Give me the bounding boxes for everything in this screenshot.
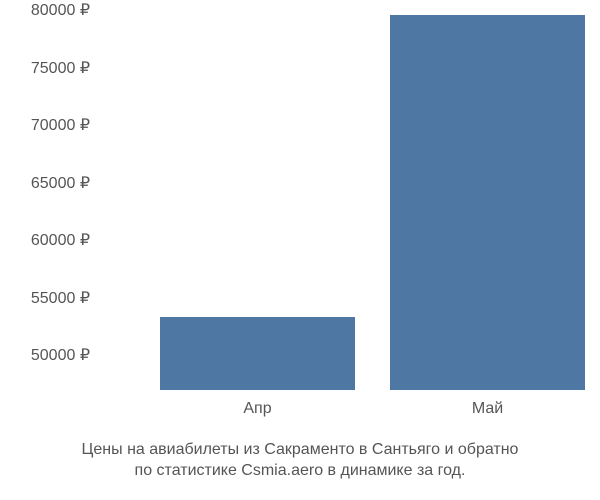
y-axis: 50000 ₽ 55000 ₽ 60000 ₽ 65000 ₽ 70000 ₽ 75000… [0, 10, 100, 430]
y-tick-label: 75000 ₽ [31, 58, 90, 78]
y-tick-label: 65000 ₽ [31, 173, 90, 193]
y-tick-label: 60000 ₽ [31, 230, 90, 250]
y-tick-label: 55000 ₽ [31, 288, 90, 308]
y-tick-label: 80000 ₽ [31, 0, 90, 20]
plot-area [100, 10, 590, 390]
x-axis: Апр Май [100, 395, 590, 425]
x-tick-label: Апр [243, 400, 271, 418]
y-tick-label: 50000 ₽ [31, 345, 90, 365]
caption-line-2: по статистике Csmia.aero в динамике за г… [0, 460, 600, 482]
bar [390, 15, 585, 390]
y-tick-label: 70000 ₽ [31, 115, 90, 135]
caption-line-1: Цены на авиабилеты из Сакраменто в Санть… [0, 439, 600, 461]
chart-caption: Цены на авиабилеты из Сакраменто в Санть… [0, 439, 600, 482]
bar [160, 317, 355, 390]
x-tick-label: Май [472, 400, 503, 418]
price-bar-chart: 50000 ₽ 55000 ₽ 60000 ₽ 65000 ₽ 70000 ₽ 75000… [0, 10, 600, 430]
